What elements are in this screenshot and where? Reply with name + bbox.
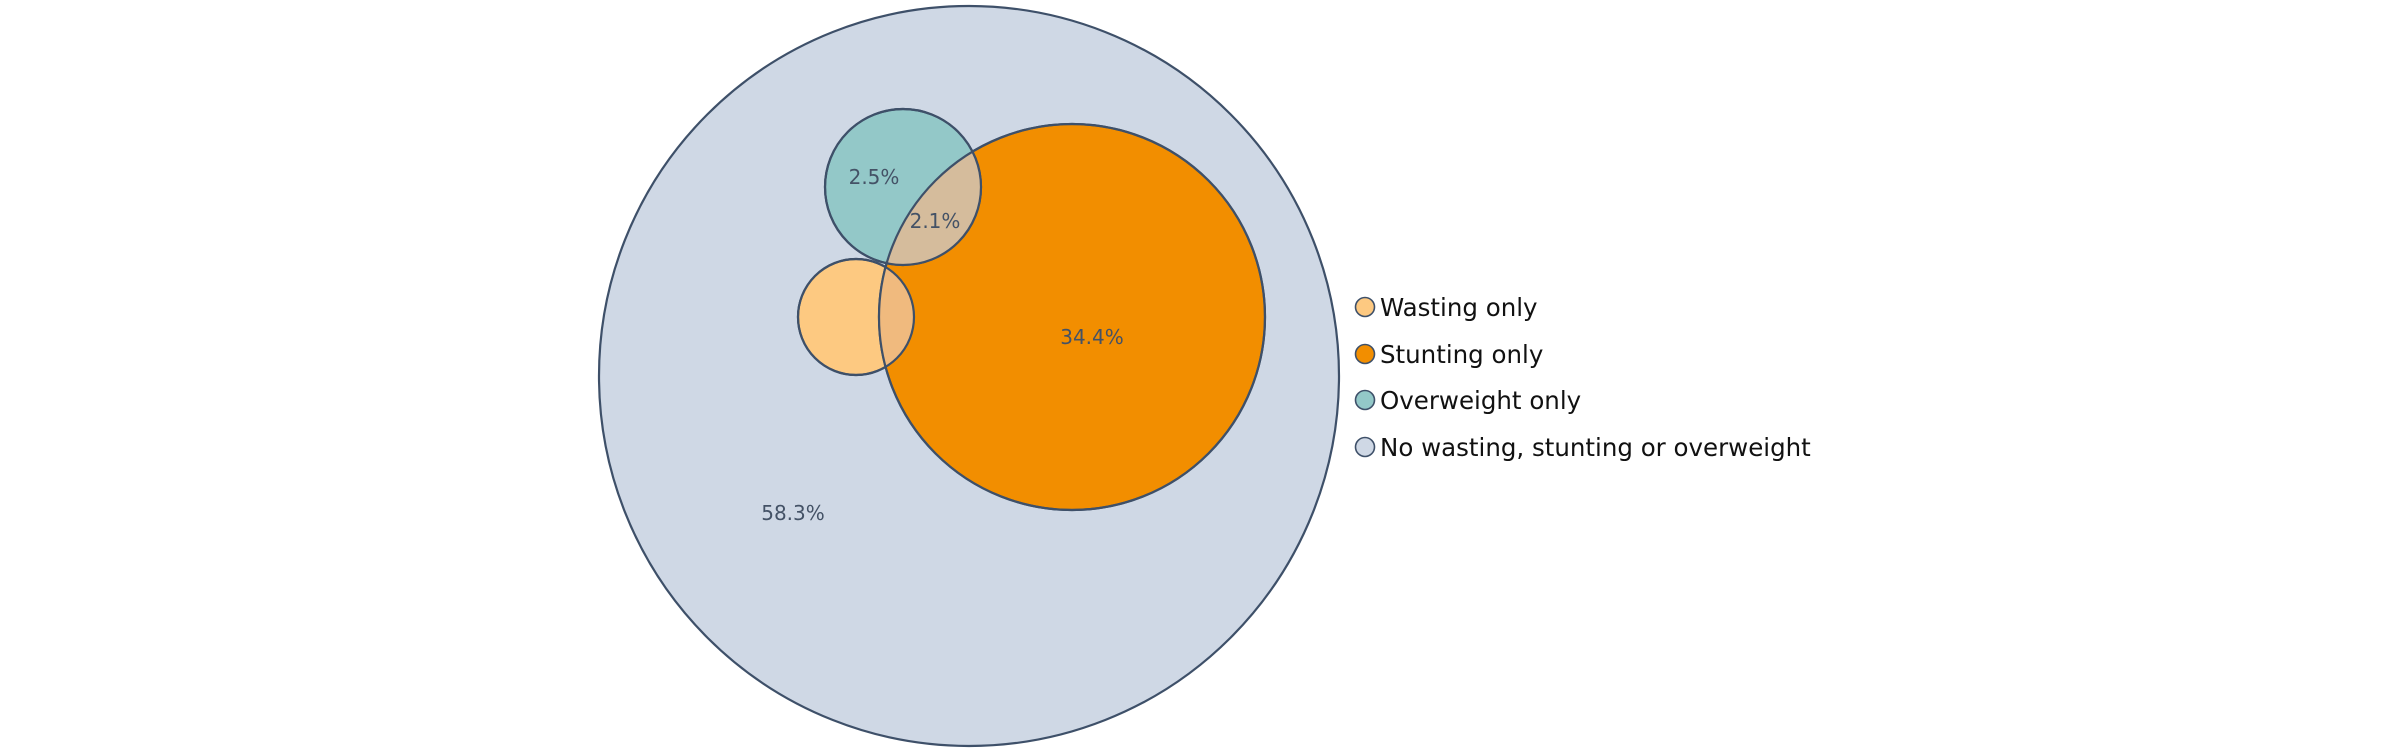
label-overweight: 2.5% [849,165,900,189]
legend-swatch-none [1354,436,1376,458]
legend-item-wasting: Wasting only [1354,293,1538,322]
legend-label-overweight: Overweight only [1380,386,1581,415]
label-stunting-overweight: 2.1% [910,209,961,233]
legend: Wasting only Stunting only Overweight on… [1354,293,1811,462]
label-none: 58.3% [761,501,825,525]
circles-layer [597,4,1341,748]
stunting-outline [877,122,1267,512]
legend-item-stunting: Stunting only [1354,340,1543,369]
legend-swatch-overweight [1354,389,1376,411]
legend-swatch-wasting [1354,296,1376,318]
wasting-stunting-overlap [879,259,914,375]
legend-label-wasting: Wasting only [1380,293,1538,322]
legend-item-overweight: Overweight only [1354,386,1581,415]
legend-swatch-stunting [1354,343,1376,365]
region-labels: 58.3% 34.4% 2.5% 2.1% [761,165,1124,525]
legend-label-none: No wasting, stunting or overweight [1380,433,1811,462]
wasting-outline [796,257,916,377]
label-stunting: 34.4% [1060,325,1124,349]
legend-item-none: No wasting, stunting or overweight [1354,433,1811,462]
legend-label-stunting: Stunting only [1380,340,1543,369]
overweight-outline [823,107,983,267]
